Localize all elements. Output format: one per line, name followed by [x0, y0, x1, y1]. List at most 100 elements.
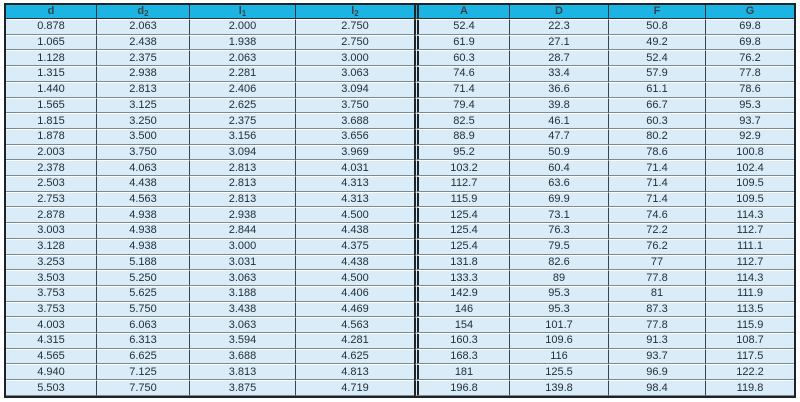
table-cell: 87.3	[609, 301, 706, 318]
table-cell: 72.2	[609, 223, 706, 239]
table-cell: 4.938	[97, 207, 190, 224]
table-cell: 3.875	[190, 380, 296, 396]
table-cell: 4.500	[296, 270, 414, 286]
table-cell: 80.2	[609, 128, 706, 145]
table-cell: 108.7	[706, 333, 794, 349]
table-cell: 3.594	[190, 333, 296, 349]
table-cell: 98.4	[609, 380, 706, 396]
table-cell: 71.4	[609, 160, 706, 177]
table-cell: 49.2	[609, 34, 706, 51]
table-cell: 0.878	[6, 19, 97, 35]
table-cell: 60.3	[609, 113, 706, 129]
table-cell: 4.719	[296, 380, 414, 396]
table-cell: 74.6	[414, 66, 510, 82]
table-cell: 142.9	[414, 285, 510, 302]
table-cell: 76.2	[706, 50, 794, 67]
table-row: 4.315 6.313 3.594 4.281 160.3 109.6 91.3 108.7	[6, 333, 794, 349]
table-cell: 1.315	[6, 66, 97, 82]
table-cell: 69.8	[706, 19, 794, 35]
table-cell: 60.3	[414, 50, 510, 67]
table-cell: 6.313	[97, 333, 190, 349]
table-cell: 4.313	[296, 191, 414, 208]
table-cell: 181	[414, 364, 510, 381]
table-cell: 3.253	[6, 254, 97, 271]
table-cell: 2.813	[190, 191, 296, 208]
table-cell: 160.3	[414, 333, 510, 349]
table-cell: 89	[510, 270, 609, 286]
table-cell: 4.563	[296, 317, 414, 334]
table-cell: 3.656	[296, 128, 414, 145]
table-cell: 111.1	[706, 238, 794, 255]
table-cell: 57.9	[609, 66, 706, 82]
table-row: 1.315 2.938 2.281 3.063 74.6 33.4 57.9 77.8	[6, 66, 794, 82]
table-cell: 3.188	[190, 285, 296, 302]
table-body: 0.878 2.063 2.000 2.750 52.4 22.3 50.8 69.8 1.06…	[6, 19, 794, 396]
table-cell: 3.503	[6, 270, 97, 286]
table-cell: 82.5	[414, 113, 510, 129]
table-cell: 4.063	[97, 160, 190, 177]
table-cell: 1.815	[6, 113, 97, 129]
column-header-l1: l1	[190, 5, 296, 19]
table-cell: 5.750	[97, 301, 190, 318]
column-header-l2: l2	[296, 5, 414, 19]
table-cell: 95.3	[706, 97, 794, 114]
table-cell: 146	[414, 301, 510, 318]
table-cell: 76.3	[510, 223, 609, 239]
table-cell: 3.156	[190, 128, 296, 145]
table-cell: 3.003	[6, 223, 97, 239]
table-cell: 2.813	[190, 160, 296, 177]
dimension-table: d d2 l1 l2 A D F G 0.878 2.063 2.000 2.750 52.4 22.3…	[4, 3, 796, 398]
table-cell: 1.565	[6, 97, 97, 114]
table-cell: 60.4	[510, 160, 609, 177]
table-cell: 2.625	[190, 97, 296, 114]
table-cell: 116	[510, 348, 609, 365]
table-cell: 2.000	[190, 19, 296, 35]
table-cell: 47.7	[510, 128, 609, 145]
table-cell: 4.625	[296, 348, 414, 365]
table-cell: 33.4	[510, 66, 609, 82]
column-header-subscript: 1	[241, 9, 247, 18]
table-cell: 2.438	[97, 34, 190, 51]
table-cell: 95.2	[414, 144, 510, 161]
table-cell: 39.8	[510, 97, 609, 114]
table-cell: 52.4	[609, 50, 706, 67]
table-cell: 168.3	[414, 348, 510, 365]
table-cell: 91.3	[609, 333, 706, 349]
table-cell: 2.063	[97, 19, 190, 35]
table-cell: 27.1	[510, 34, 609, 51]
table-cell: 2.813	[190, 176, 296, 192]
table-cell: 109.5	[706, 176, 794, 192]
table-row: 3.253 5.188 3.031 4.438 131.8 82.6 77 112.7	[6, 254, 794, 271]
table-cell: 101.7	[510, 317, 609, 334]
table-cell: 3.000	[190, 238, 296, 255]
table-row: 5.503 7.750 3.875 4.719 196.8 139.8 98.4 119.8	[6, 380, 794, 396]
table-cell: 117.5	[706, 348, 794, 365]
table-row: 3.003 4.938 2.844 4.438 125.4 76.3 72.2 112.7	[6, 223, 794, 239]
table-cell: 3.688	[296, 113, 414, 129]
table-cell: 46.1	[510, 113, 609, 129]
table-cell: 125.5	[510, 364, 609, 381]
table-cell: 4.500	[296, 207, 414, 224]
table-cell: 133.3	[414, 270, 510, 286]
table-row: 3.503 5.250 3.063 4.500 133.3 89 77.8 114.3	[6, 270, 794, 286]
table-cell: 5.188	[97, 254, 190, 271]
table-cell: 2.750	[296, 34, 414, 51]
table-cell: 119.8	[706, 380, 794, 396]
table-row: 4.003 6.063 3.063 4.563 154 101.7 77.8 115.9	[6, 317, 794, 334]
table-cell: 4.563	[97, 191, 190, 208]
table-cell: 109.6	[510, 333, 609, 349]
table-cell: 3.688	[190, 348, 296, 365]
table-cell: 61.9	[414, 34, 510, 51]
table-cell: 122.2	[706, 364, 794, 381]
table-cell: 3.969	[296, 144, 414, 161]
table-cell: 5.250	[97, 270, 190, 286]
table-row: 4.565 6.625 3.688 4.625 168.3 116 93.7 117.5	[6, 348, 794, 365]
table-cell: 4.438	[296, 223, 414, 239]
table-cell: 3.753	[6, 301, 97, 318]
table-cell: 4.281	[296, 333, 414, 349]
table-cell: 2.750	[296, 19, 414, 35]
table-cell: 3.031	[190, 254, 296, 271]
table-cell: 3.250	[97, 113, 190, 129]
column-header-d: d	[6, 5, 97, 19]
